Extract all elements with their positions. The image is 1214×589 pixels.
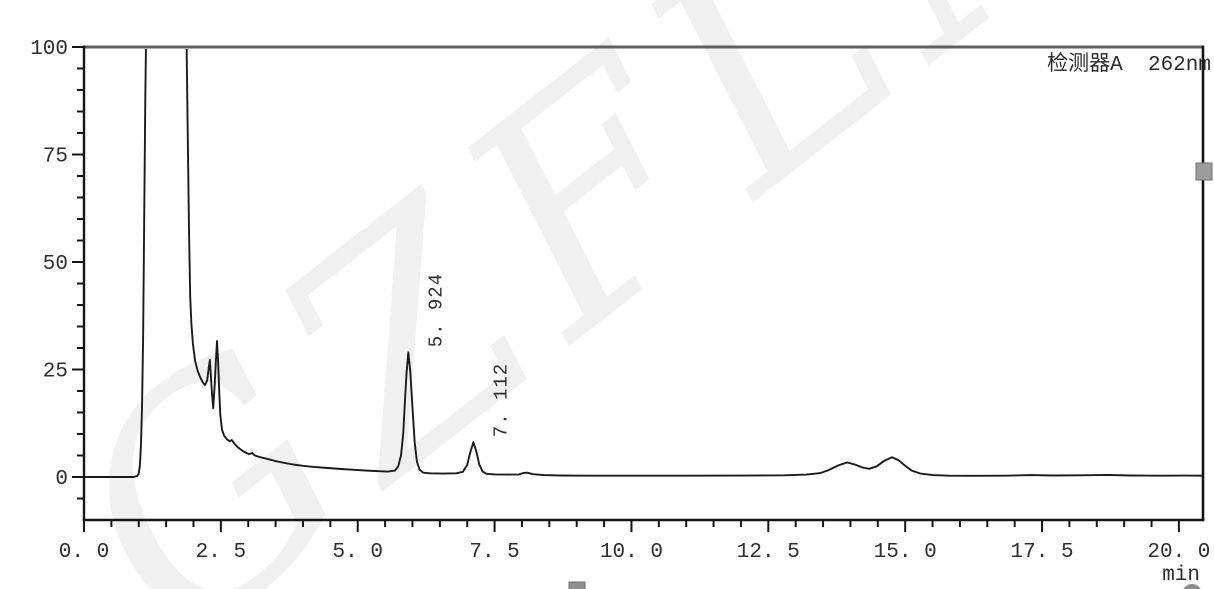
resize-handle-corner[interactable] — [1182, 584, 1202, 589]
x-tick-label: 17. 5 — [1011, 541, 1074, 564]
x-tick-label: 20. 0 — [1147, 541, 1210, 564]
axis-tick-labels: 0. 0 2. 5 5. 0 7. 5 10. 0 12. 5 15. 0 17. 5 20. … — [30, 38, 1210, 564]
x-tick-label: 10. 0 — [600, 541, 663, 564]
y-tick-label: 0 — [55, 468, 68, 491]
resize-handle-right[interactable] — [1195, 162, 1213, 181]
y-tick-label: 75 — [43, 146, 68, 169]
y-tick-label: 50 — [43, 253, 68, 276]
x-tick-label: 7. 5 — [469, 541, 519, 564]
peak-labels: 5. 924 7. 112 — [425, 273, 512, 437]
x-tick-label: 0. 0 — [59, 541, 109, 564]
chromatogram-trace — [85, 49, 1202, 478]
x-tick-label: 15. 0 — [874, 541, 937, 564]
y-tick-label: 100 — [30, 38, 68, 61]
axis-ticks — [72, 46, 1180, 532]
peak-retention-label: 5. 924 — [425, 273, 447, 347]
x-tick-label: 5. 0 — [333, 541, 383, 564]
x-tick-label: 2. 5 — [196, 541, 246, 564]
x-tick-label: 12. 5 — [737, 541, 800, 564]
y-tick-label: 25 — [43, 361, 68, 384]
detector-label: 检测器A 262nm — [1047, 52, 1211, 77]
x-axis-unit-label: min — [1162, 564, 1200, 587]
resize-handle-bottom[interactable] — [568, 581, 586, 589]
peak-retention-label: 7. 112 — [490, 363, 512, 437]
